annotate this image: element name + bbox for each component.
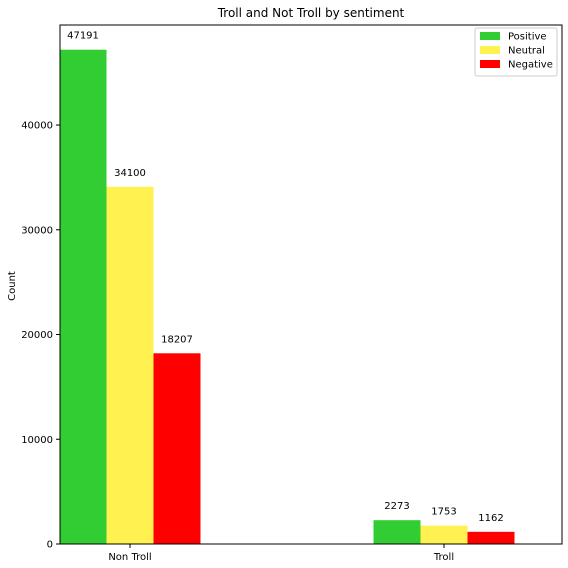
legend-swatch	[480, 46, 500, 54]
bar-neutral	[420, 525, 468, 544]
y-tick-label: 10000	[21, 435, 53, 446]
bar-neutral	[106, 186, 154, 544]
data-labels-group: 47191 2273 34100 1753 18207 1162	[67, 31, 504, 524]
x-axis-ticks: Non Troll Troll	[108, 544, 454, 563]
legend-swatch	[480, 32, 500, 40]
y-axis-ticks: 0 10000 20000 30000 40000	[21, 121, 60, 551]
data-label: 2273	[384, 501, 409, 512]
y-axis-label: Count	[7, 271, 18, 301]
x-tick-label: Troll	[433, 552, 454, 563]
bar-negative	[153, 353, 201, 544]
data-label: 18207	[161, 334, 193, 345]
bar-positive	[59, 49, 107, 544]
y-tick-label: 0	[47, 540, 53, 551]
data-label: 47191	[67, 31, 99, 42]
legend-swatch	[480, 60, 500, 68]
x-tick-label: Non Troll	[108, 552, 151, 563]
bars-group	[59, 49, 515, 544]
plot-area-frame	[59, 24, 563, 545]
bar-negative	[467, 531, 515, 544]
legend-label: Neutral	[508, 46, 545, 57]
bar-positive	[373, 520, 421, 544]
y-tick-label: 30000	[21, 225, 53, 236]
chart-title: Troll and Not Troll by sentiment	[217, 6, 405, 20]
data-label: 34100	[114, 168, 146, 179]
legend: Positive Neutral Negative	[474, 27, 558, 77]
legend-label: Positive	[508, 32, 547, 43]
y-tick-label: 40000	[21, 121, 53, 132]
data-label: 1753	[431, 507, 456, 518]
y-tick-label: 20000	[21, 330, 53, 341]
legend-label: Negative	[508, 60, 553, 71]
data-label: 1162	[478, 513, 503, 524]
